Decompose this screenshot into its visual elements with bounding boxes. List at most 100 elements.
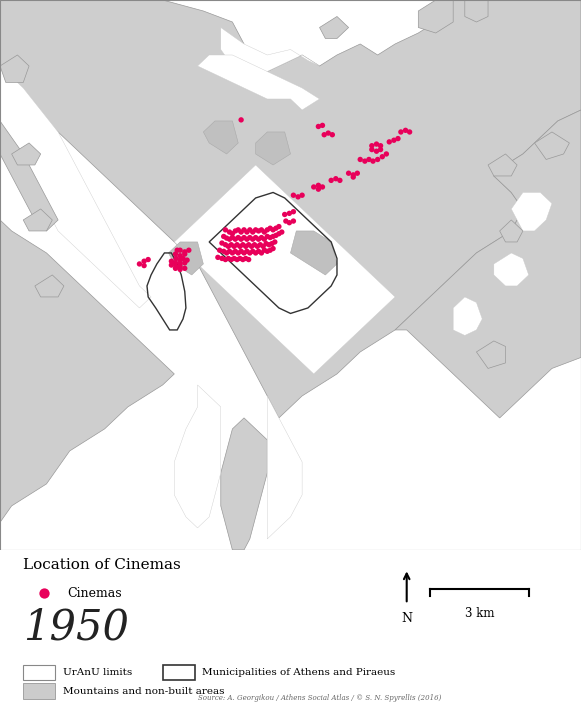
Point <box>178 253 188 264</box>
Polygon shape <box>174 385 221 528</box>
Point <box>251 232 260 243</box>
Point <box>221 254 230 265</box>
Point <box>378 151 387 162</box>
Point <box>234 232 243 243</box>
Polygon shape <box>494 253 529 286</box>
Point <box>268 243 278 255</box>
Point <box>261 238 271 250</box>
Polygon shape <box>174 165 395 374</box>
Point <box>335 175 345 186</box>
Polygon shape <box>35 275 64 297</box>
Point <box>225 233 234 245</box>
Point <box>236 245 246 257</box>
Point <box>260 233 269 245</box>
Polygon shape <box>168 242 203 275</box>
Point <box>242 226 252 238</box>
Point <box>135 258 144 269</box>
Point <box>242 245 252 257</box>
Polygon shape <box>221 27 320 77</box>
Point <box>353 168 362 179</box>
Point <box>236 226 246 238</box>
Point <box>224 240 233 252</box>
Point <box>175 258 185 269</box>
Point <box>238 254 248 265</box>
Point <box>257 247 266 259</box>
Point <box>221 224 230 235</box>
Point <box>171 261 181 272</box>
Point <box>320 129 329 140</box>
Point <box>225 226 234 238</box>
Point <box>229 240 239 252</box>
Bar <box>23 683 55 699</box>
Point <box>372 138 381 149</box>
Polygon shape <box>453 297 482 336</box>
Point <box>228 228 237 240</box>
Polygon shape <box>488 154 517 176</box>
Polygon shape <box>198 55 320 110</box>
Point <box>139 260 149 271</box>
Point <box>171 248 180 259</box>
Point <box>263 245 272 257</box>
Point <box>268 231 278 242</box>
Point <box>349 169 358 180</box>
Point <box>260 226 269 238</box>
Point <box>229 253 239 264</box>
Point <box>356 154 365 165</box>
Point <box>231 245 240 257</box>
Point <box>372 146 381 157</box>
Polygon shape <box>418 0 453 33</box>
Point <box>180 246 189 257</box>
Text: Municipalities of Athens and Piraeus: Municipalities of Athens and Piraeus <box>202 668 396 677</box>
Point <box>251 224 260 235</box>
Point <box>235 253 245 264</box>
Point <box>393 133 403 145</box>
Point <box>222 247 231 259</box>
Point <box>289 216 298 227</box>
Point <box>314 121 323 132</box>
Polygon shape <box>0 55 29 82</box>
Polygon shape <box>23 209 52 231</box>
Polygon shape <box>0 220 174 522</box>
Point <box>364 154 374 165</box>
Point <box>385 136 394 147</box>
Point <box>373 154 382 165</box>
Point <box>144 254 153 265</box>
Point <box>239 247 249 259</box>
Point <box>222 233 231 244</box>
Point <box>367 140 376 152</box>
Point <box>331 173 340 184</box>
Polygon shape <box>221 418 267 550</box>
Point <box>401 125 410 136</box>
Point <box>245 224 254 235</box>
Point <box>349 171 358 183</box>
Polygon shape <box>320 16 349 39</box>
Polygon shape <box>0 0 581 418</box>
Point <box>271 223 281 234</box>
Point <box>235 240 245 252</box>
Text: Location of Cinemas: Location of Cinemas <box>23 558 181 572</box>
Polygon shape <box>500 220 523 242</box>
Point <box>251 247 260 259</box>
Point <box>266 245 275 256</box>
Point <box>293 191 303 202</box>
Point <box>281 216 290 227</box>
Point <box>239 232 249 243</box>
Polygon shape <box>0 121 58 231</box>
Point <box>234 224 243 235</box>
Point <box>244 254 253 265</box>
Point <box>289 206 298 217</box>
Polygon shape <box>465 0 488 22</box>
Point <box>267 238 277 250</box>
Point <box>238 239 248 250</box>
Point <box>175 261 185 272</box>
Point <box>232 254 242 265</box>
Point <box>263 224 272 235</box>
Point <box>217 253 227 264</box>
Point <box>314 183 323 195</box>
Point <box>256 239 265 250</box>
Point <box>389 135 399 146</box>
Point <box>171 263 180 274</box>
Polygon shape <box>511 192 552 231</box>
Point <box>245 232 254 243</box>
Point <box>264 239 274 250</box>
